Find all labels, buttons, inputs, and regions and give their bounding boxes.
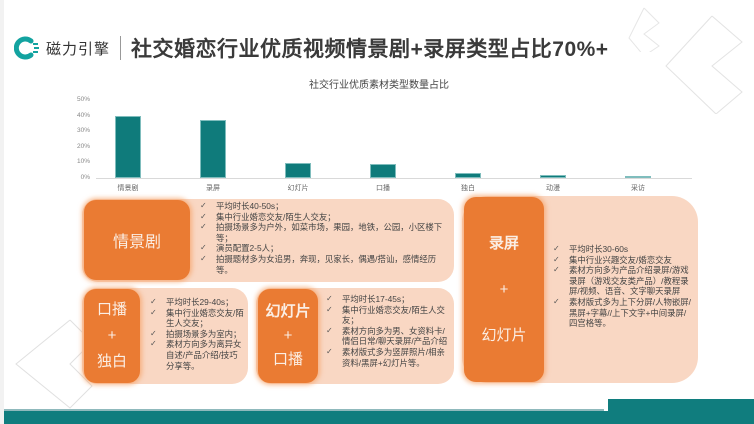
bar-chart: 0% 10% 20% 30% 40% 50% 情景剧 录屏 幻灯片 口播 独白 动漫 采访 <box>60 92 700 194</box>
footer-line <box>4 409 604 411</box>
bar <box>625 175 651 178</box>
list-item: 集中行业兴趣交友/婚恋交友 <box>553 255 693 266</box>
list-item: 拍摄场景多为户外，如菜市场，果园，地铁，公园，小区楼下等； <box>200 222 445 243</box>
x-tick-label: 动漫 <box>546 185 560 192</box>
y-tick-label: 10% <box>76 158 90 166</box>
chart-title: 社交行业优质素材类型数量占比 <box>309 80 449 91</box>
list-item: 平均时长40-50s； <box>200 201 445 212</box>
bar <box>370 163 396 178</box>
bar <box>285 163 311 178</box>
bar <box>455 173 481 178</box>
bar <box>200 120 226 178</box>
y-tick-label: 40% <box>76 111 90 119</box>
list-item: 拍摄题材多为女追男，奔现，见家长，偶遇/搭讪，感情经历等。 <box>200 254 445 275</box>
list-item: 素材版式多为竖屏照片/相亲资料/黑屏+幻灯片等。 <box>326 347 450 368</box>
tag-voiceover-monologue: 口播 + 独白 <box>84 289 140 383</box>
tag-situational-drama: 情景剧 <box>84 200 190 280</box>
x-tick-label: 采访 <box>631 185 645 192</box>
header-divider <box>120 36 122 60</box>
list-item: 集中行业婚恋交友/陌生人交友； <box>200 212 445 223</box>
x-tick-label: 口播 <box>376 185 390 192</box>
bar <box>540 174 566 178</box>
y-tick-label: 0% <box>80 174 90 181</box>
x-tick-label: 情景剧 <box>117 185 139 192</box>
list-item: 平均时长30-60s <box>553 244 693 255</box>
page-title: 社交婚恋行业优质视频情景剧+录屏类型占比70%+ <box>131 38 609 61</box>
y-tick-label: 20% <box>76 142 90 150</box>
x-tick-label: 独白 <box>461 185 475 192</box>
footer-bar <box>4 411 754 424</box>
decorative-diamond-top-right-large <box>665 15 743 114</box>
list-item: 演员配置2-5人； <box>200 243 445 254</box>
slide: 磁力引擎 社交婚恋行业优质视频情景剧+录屏类型占比70%+ 社交行业优质素材类型… <box>4 0 754 424</box>
tag-slideshow-voiceover: 幻灯片 + 口播 <box>258 289 318 383</box>
list-item: 素材版式多为上下分屏/人物嵌屏/黑屏+字幕//上下文字+中间录屏/四宫格等。 <box>553 297 693 329</box>
footer-tab <box>608 399 754 413</box>
y-tick-label: 50% <box>76 96 90 103</box>
list-item: 素材方向多为离异女自述/产品介绍/技巧分享等。 <box>150 339 246 371</box>
logo-icon <box>13 35 40 61</box>
list-item: 平均时长29-40s； <box>150 297 246 308</box>
x-axis-line <box>96 178 692 179</box>
list-item: 素材方向多为男、女资料卡/情侣日常/聊天录屏/产品介绍 <box>326 326 450 347</box>
header: 磁力引擎 社交婚恋行业优质视频情景剧+录屏类型占比70%+ <box>13 30 609 66</box>
list-item: 平均时长17-45s； <box>326 294 450 305</box>
card-slideshow-voiceover-points: 平均时长17-45s； 集中行业婚恋交友/陌生人交友； 素材方向多为男、女资料卡… <box>326 294 450 368</box>
card-screen-recording-slideshow-points: 平均时长30-60s 集中行业兴趣交友/婚恋交友 素材方向多为产品介绍录屏/游戏… <box>553 244 693 329</box>
tag-screen-recording-slideshow: 录屏 + 幻灯片 <box>464 197 544 382</box>
bar <box>115 116 141 178</box>
x-tick-label: 录屏 <box>206 185 220 192</box>
logo-text: 磁力引擎 <box>46 40 111 58</box>
list-item: 素材方向多为产品介绍录屏/游戏录屏（游戏交友类产品）/教程录屏/视频、语音、文字… <box>553 265 693 297</box>
list-item: 拍摄场景多为室内； <box>150 329 246 340</box>
decorative-diamond-top-right-small <box>628 7 660 52</box>
list-item: 集中行业婚恋交友/陌生人交友； <box>326 305 450 326</box>
x-tick-label: 幻灯片 <box>287 185 309 192</box>
card-voiceover-monologue-points: 平均时长29-40s； 集中行业婚恋交友/陌生人交友； 拍摄场景多为室内； 素材… <box>150 297 246 371</box>
card-situational-drama-points: 平均时长40-50s； 集中行业婚恋交友/陌生人交友； 拍摄场景多为户外，如菜市… <box>200 201 445 275</box>
list-item: 集中行业婚恋交友/陌生人交友； <box>150 308 246 329</box>
y-tick-label: 30% <box>76 127 90 135</box>
